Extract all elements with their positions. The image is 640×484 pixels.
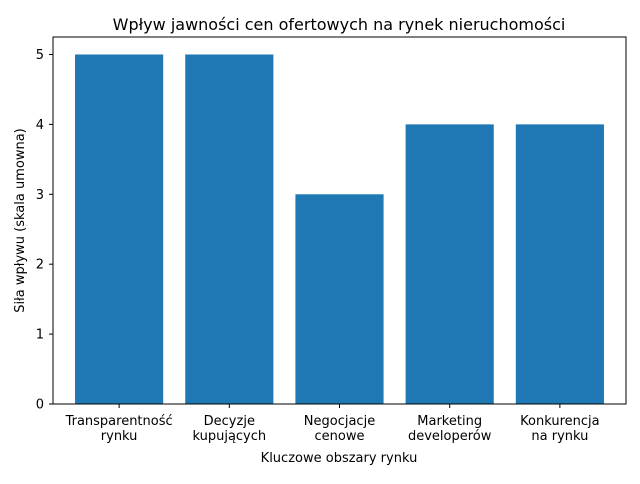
y-tick-label-5: 5 bbox=[36, 48, 44, 63]
x-tick-label-1: Decyzje kupujących bbox=[192, 414, 266, 444]
bar-1 bbox=[185, 54, 274, 404]
x-axis: Transparentność rynku Decyzje kupujących Neg… bbox=[65, 404, 600, 444]
bar-2 bbox=[295, 194, 384, 404]
x-tick-label-3: Marketing developerów bbox=[408, 414, 492, 444]
bars-group bbox=[75, 54, 604, 404]
x-tick-label-0: Transparentność rynku bbox=[65, 414, 173, 444]
y-tick-label-4: 4 bbox=[36, 118, 44, 133]
bar-0 bbox=[75, 54, 164, 404]
bar-4 bbox=[515, 124, 604, 404]
x-tick-label-4: Konkurencja na rynku bbox=[520, 414, 599, 444]
y-tick-label-0: 0 bbox=[36, 398, 44, 413]
chart-title: Wpływ jawności cen ofertowych na rynek n… bbox=[113, 15, 566, 34]
y-tick-label-1: 1 bbox=[36, 328, 44, 343]
x-axis-label: Kluczowe obszary rynku bbox=[261, 451, 418, 466]
y-axis-label: Siła wpływu (skala umowna) bbox=[13, 128, 28, 313]
bar-3 bbox=[405, 124, 494, 404]
y-tick-label-2: 2 bbox=[36, 258, 44, 273]
y-axis: 0 1 2 3 4 5 bbox=[36, 48, 53, 413]
x-tick-label-2: Negocjacje cenowe bbox=[304, 414, 375, 444]
plot-frame bbox=[52, 36, 627, 405]
y-tick-label-3: 3 bbox=[36, 188, 44, 203]
